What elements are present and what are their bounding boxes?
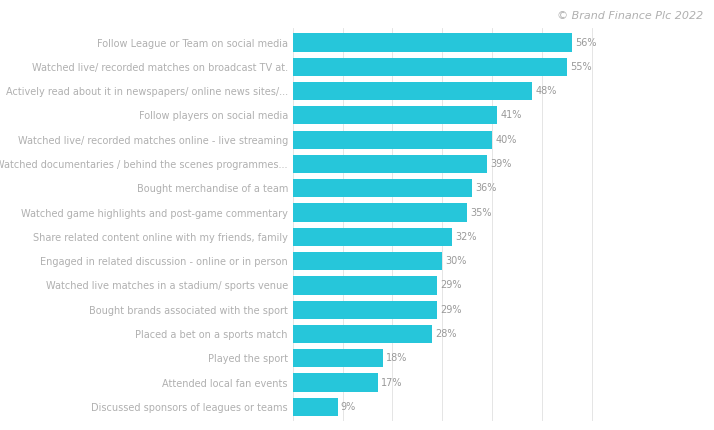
Text: 56%: 56%	[575, 37, 596, 48]
Text: 32%: 32%	[456, 232, 477, 242]
Text: 30%: 30%	[446, 256, 467, 266]
Text: 48%: 48%	[535, 86, 556, 96]
Bar	[293, 325, 433, 343]
Text: © Brand Finance Plc 2022: © Brand Finance Plc 2022	[557, 11, 703, 21]
Text: 35%: 35%	[471, 208, 492, 218]
Bar	[293, 373, 378, 392]
Text: 29%: 29%	[441, 280, 462, 290]
Text: 18%: 18%	[386, 353, 407, 363]
Bar	[293, 349, 383, 367]
Bar	[293, 34, 572, 52]
Text: 55%: 55%	[570, 62, 592, 72]
Text: 41%: 41%	[501, 111, 522, 120]
Text: 39%: 39%	[491, 159, 512, 169]
Bar	[293, 203, 467, 221]
Text: 17%: 17%	[381, 378, 402, 387]
Bar	[293, 131, 492, 149]
Text: 29%: 29%	[441, 305, 462, 315]
Bar	[293, 155, 487, 173]
Text: 40%: 40%	[496, 135, 517, 144]
Bar	[293, 301, 438, 319]
Text: 28%: 28%	[436, 329, 457, 339]
Bar	[293, 228, 453, 246]
Bar	[293, 82, 532, 100]
Bar	[293, 58, 567, 76]
Bar	[293, 179, 472, 197]
Bar	[293, 276, 438, 295]
Text: 36%: 36%	[476, 183, 497, 193]
Bar	[293, 398, 338, 416]
Bar	[293, 106, 497, 125]
Text: 9%: 9%	[341, 402, 356, 412]
Bar	[293, 252, 443, 270]
